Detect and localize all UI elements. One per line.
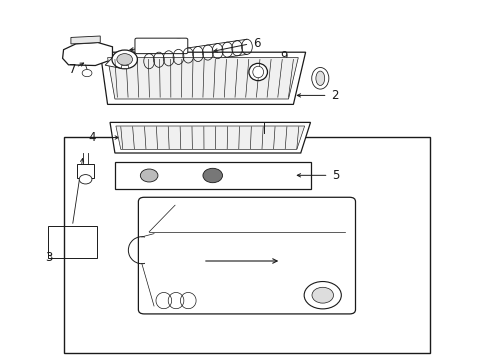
- FancyBboxPatch shape: [135, 38, 187, 54]
- Text: 2: 2: [331, 89, 338, 102]
- Bar: [63, 137, 429, 353]
- Bar: [77, 164, 94, 178]
- Text: 5: 5: [332, 169, 339, 182]
- FancyBboxPatch shape: [138, 197, 355, 314]
- Polygon shape: [110, 122, 310, 153]
- Circle shape: [112, 50, 137, 69]
- Circle shape: [82, 69, 92, 77]
- Bar: [121, 65, 128, 68]
- Ellipse shape: [252, 66, 263, 78]
- Polygon shape: [100, 52, 305, 104]
- Polygon shape: [116, 126, 304, 149]
- Bar: [48, 226, 97, 258]
- Polygon shape: [105, 58, 131, 68]
- Polygon shape: [107, 58, 298, 99]
- Text: 4: 4: [88, 131, 96, 144]
- Ellipse shape: [311, 68, 328, 89]
- Circle shape: [79, 175, 92, 184]
- Circle shape: [203, 168, 222, 183]
- Bar: [115, 162, 310, 189]
- Text: 9: 9: [280, 50, 287, 63]
- Text: 6: 6: [252, 37, 260, 50]
- Text: 7: 7: [68, 63, 76, 76]
- Text: 8: 8: [174, 37, 181, 50]
- Circle shape: [140, 169, 158, 182]
- Circle shape: [311, 287, 333, 303]
- Polygon shape: [62, 42, 112, 66]
- Ellipse shape: [248, 63, 267, 81]
- Circle shape: [117, 54, 132, 65]
- Text: 3: 3: [45, 251, 53, 264]
- Polygon shape: [71, 36, 100, 44]
- Text: 1: 1: [267, 130, 275, 143]
- Circle shape: [304, 282, 341, 309]
- Ellipse shape: [315, 71, 324, 85]
